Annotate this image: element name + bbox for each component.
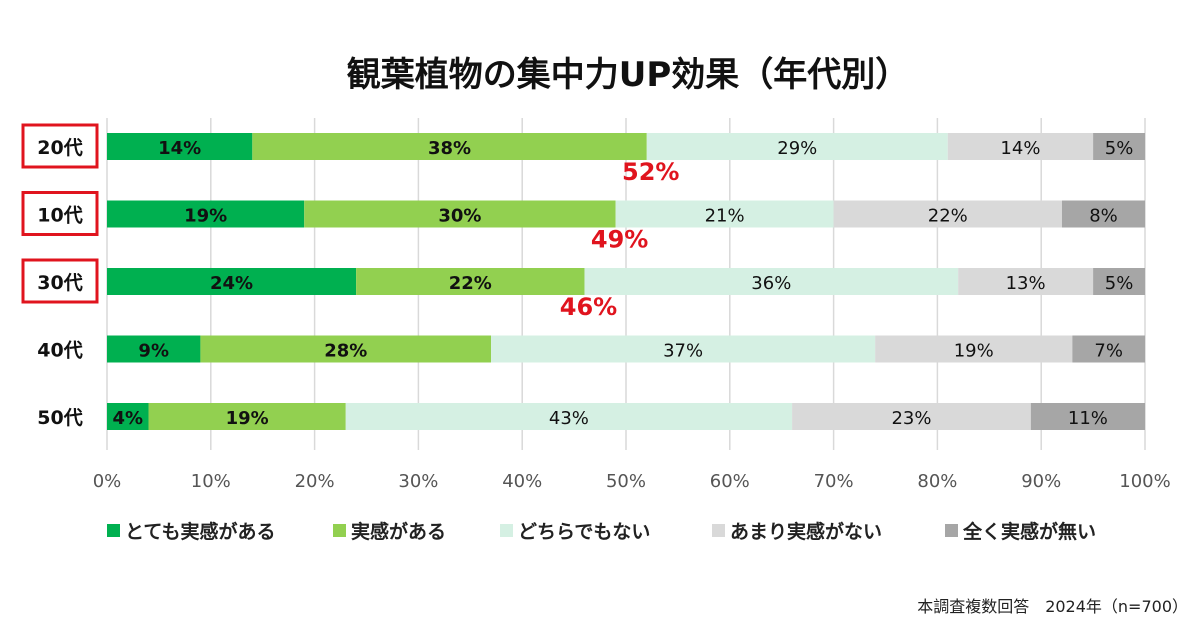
data-label: 21% <box>705 206 745 227</box>
data-label: 14% <box>1000 138 1040 159</box>
data-label: 11% <box>1068 408 1108 429</box>
x-tick-label: 50% <box>606 471 646 492</box>
legend-item: あまり実感がない <box>712 520 882 543</box>
x-tick-label: 80% <box>917 471 957 492</box>
bar-segment <box>615 200 834 228</box>
bar-segment <box>356 268 585 295</box>
legend-swatch <box>500 524 513 537</box>
data-label: 30% <box>438 206 481 227</box>
data-label: 19% <box>184 206 227 227</box>
legend-item: 実感がある <box>333 520 446 543</box>
category-label: 10代 <box>37 205 82 227</box>
data-label: 14% <box>158 138 201 159</box>
bar-segment <box>107 133 253 160</box>
bar-segment <box>833 200 1062 228</box>
x-tick-label: 90% <box>1021 471 1061 492</box>
x-tick-label: 10% <box>191 471 231 492</box>
data-label: 5% <box>1105 273 1134 294</box>
bar-segment <box>646 133 948 160</box>
data-label: 22% <box>449 273 492 294</box>
chart-title: 観葉植物の集中力UP効果（年代別） <box>347 55 910 95</box>
legend-swatch <box>333 524 346 537</box>
category-label: 20代 <box>37 137 82 159</box>
x-tick-label: 60% <box>710 471 750 492</box>
data-label: 19% <box>226 408 269 429</box>
bar-segment <box>107 268 357 295</box>
bar-segment <box>792 403 1031 430</box>
legend-label: あまり実感がない <box>730 520 882 543</box>
data-label: 5% <box>1105 138 1134 159</box>
legend-swatch <box>945 524 958 537</box>
legend-label: どちらでもない <box>518 521 650 543</box>
cumulative-annotation: 46% <box>560 293 617 321</box>
bar-segment <box>958 268 1094 295</box>
bar-segment <box>1030 403 1145 430</box>
legend-swatch <box>712 524 725 537</box>
legend-label: とても実感がある <box>125 520 275 543</box>
x-tick-label: 30% <box>398 471 438 492</box>
data-label: 29% <box>777 138 817 159</box>
category-label: 30代 <box>37 272 82 294</box>
legend-item: とても実感がある <box>107 520 275 543</box>
legend-label: 全く実感が無い <box>962 520 1096 543</box>
x-tick-label: 70% <box>814 471 854 492</box>
data-label: 9% <box>138 341 169 362</box>
highlight-box <box>21 258 99 304</box>
bar-segment <box>107 200 305 228</box>
x-tick-label: 40% <box>502 471 542 492</box>
x-tick-label: 20% <box>295 471 335 492</box>
category-label: 50代 <box>37 407 82 429</box>
highlight-box <box>21 123 99 169</box>
x-tick-label: 100% <box>1119 471 1170 492</box>
bar-segment <box>345 403 793 430</box>
bar-segment <box>107 335 201 363</box>
highlight-box <box>21 191 99 236</box>
bar-segment <box>584 268 959 295</box>
bar-segment <box>875 335 1073 363</box>
cumulative-annotation: 52% <box>622 158 679 186</box>
bar-segment <box>947 133 1094 160</box>
data-label: 43% <box>549 408 589 429</box>
legend-item: どちらでもない <box>500 521 650 543</box>
data-label: 24% <box>210 273 253 294</box>
bar-segment <box>148 403 346 430</box>
legend-item: 全く実感が無い <box>945 520 1096 543</box>
bar-segment <box>252 133 647 160</box>
bar-segment <box>304 200 616 228</box>
data-label: 4% <box>112 408 143 429</box>
bar-segment <box>1093 268 1145 295</box>
bar-segment <box>1093 133 1145 160</box>
data-label: 22% <box>928 206 968 227</box>
data-label: 28% <box>324 341 367 362</box>
bar-segment <box>1061 200 1145 228</box>
legend-swatch <box>107 524 120 537</box>
footnote: 本調査複数回答 2024年（n=700） <box>917 597 1188 616</box>
data-label: 23% <box>891 408 931 429</box>
data-label: 37% <box>663 341 703 362</box>
data-label: 7% <box>1094 341 1123 362</box>
bar-segment <box>1072 335 1145 363</box>
data-label: 36% <box>751 273 791 294</box>
data-label: 38% <box>428 138 471 159</box>
category-label: 40代 <box>37 340 82 362</box>
cumulative-annotation: 49% <box>591 226 648 254</box>
bar-segment <box>491 335 876 363</box>
bar-segment <box>200 335 492 363</box>
x-tick-label: 0% <box>93 471 122 492</box>
bar-segment <box>107 403 149 430</box>
data-label: 8% <box>1089 206 1118 227</box>
data-label: 19% <box>954 341 994 362</box>
legend-label: 実感がある <box>351 520 446 543</box>
data-label: 13% <box>1006 273 1046 294</box>
